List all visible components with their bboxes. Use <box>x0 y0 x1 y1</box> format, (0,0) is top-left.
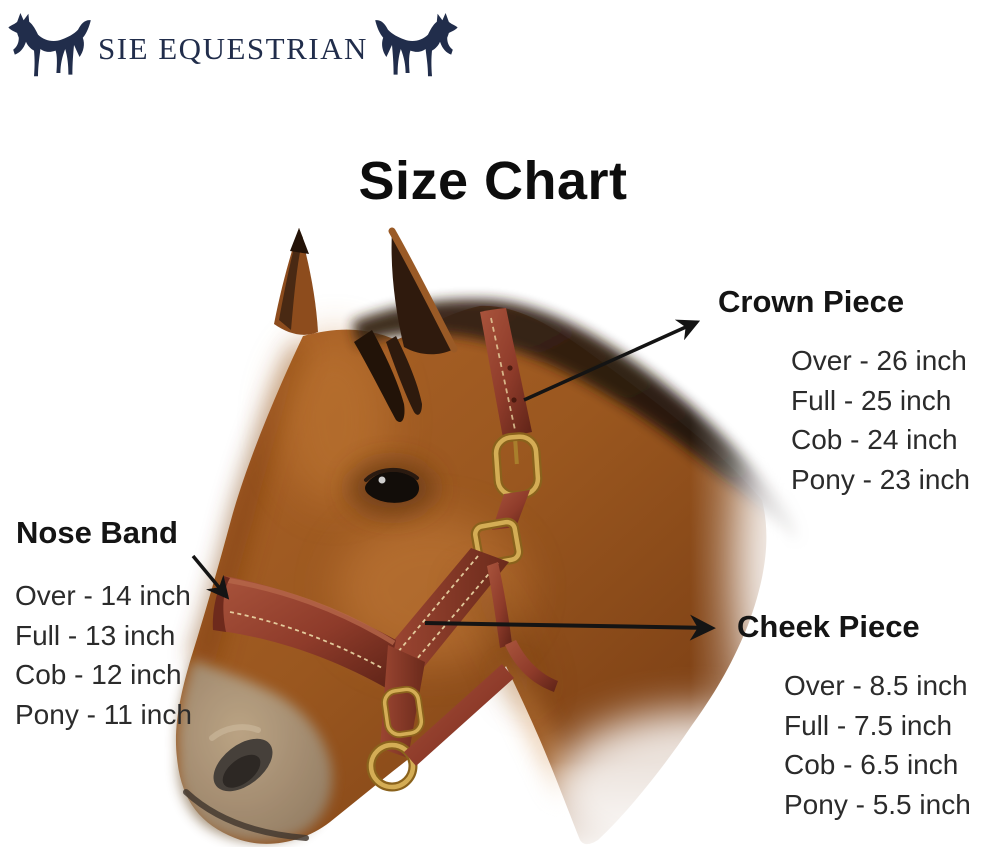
edge-fade <box>740 360 900 760</box>
horse-silhouette-icon <box>8 13 91 77</box>
halter-throat-latch <box>404 664 514 766</box>
muzzle <box>177 660 333 842</box>
forelock <box>354 330 405 423</box>
neck-fade <box>550 710 850 847</box>
right-ear <box>388 227 458 355</box>
halter <box>212 308 558 792</box>
nose-band-sizes: Over - 14 inch Full - 13 inch Cob - 12 i… <box>15 576 192 734</box>
size-row: Cob - 6.5 inch <box>784 749 959 780</box>
size-row: Pony - 5.5 inch <box>784 788 971 820</box>
forelock-strand <box>386 336 422 415</box>
nostril <box>213 738 273 792</box>
chin-ring <box>366 740 418 792</box>
nose-band-label: Nose Band <box>16 515 178 550</box>
size-row: Over - 14 inch <box>15 580 191 611</box>
halter-nose-band <box>213 576 396 688</box>
mane <box>352 299 798 540</box>
size-row: Full - 7.5 inch <box>784 709 953 741</box>
size-row: Full - 25 inch <box>791 384 952 416</box>
horse-silhouette-icon <box>375 13 458 77</box>
cheek-piece-sizes: Over - 8.5 inch Full - 7.5 inch Cob - 6.… <box>784 666 971 824</box>
crown-piece-arrow <box>523 319 701 402</box>
halter-crown-strap <box>480 308 532 438</box>
brand-name: SIE EQUESTRIAN <box>98 31 368 66</box>
size-row: Pony - 11 inch <box>15 698 192 730</box>
size-row: Pony - 23 inch <box>791 463 970 495</box>
halter-throat-strap <box>487 562 512 648</box>
left-ear <box>274 228 318 335</box>
size-row: Over - 8.5 inch <box>784 670 968 701</box>
crown-piece-label: Crown Piece <box>718 284 905 319</box>
size-row: Cob - 12 inch <box>15 659 182 690</box>
size-row: Cob - 24 inch <box>791 424 958 455</box>
mouth-line <box>183 789 309 841</box>
page-title: Size Chart <box>358 151 628 211</box>
crown-piece-sizes: Over - 26 inch Full - 25 inch Cob - 24 i… <box>791 341 970 499</box>
cheek-piece-arrow <box>424 614 716 641</box>
halter-cheek-strap <box>389 548 509 667</box>
nose-band-arrow <box>191 554 230 600</box>
size-row: Over - 26 inch <box>791 345 967 376</box>
forehead-highlight <box>280 335 390 505</box>
eye <box>348 460 436 516</box>
brand-logo: SIE EQUESTRIAN <box>6 8 460 90</box>
jaw-buckle <box>381 685 425 739</box>
cheek-piece-label: Cheek Piece <box>737 609 920 644</box>
size-row: Full - 13 inch <box>15 619 176 651</box>
